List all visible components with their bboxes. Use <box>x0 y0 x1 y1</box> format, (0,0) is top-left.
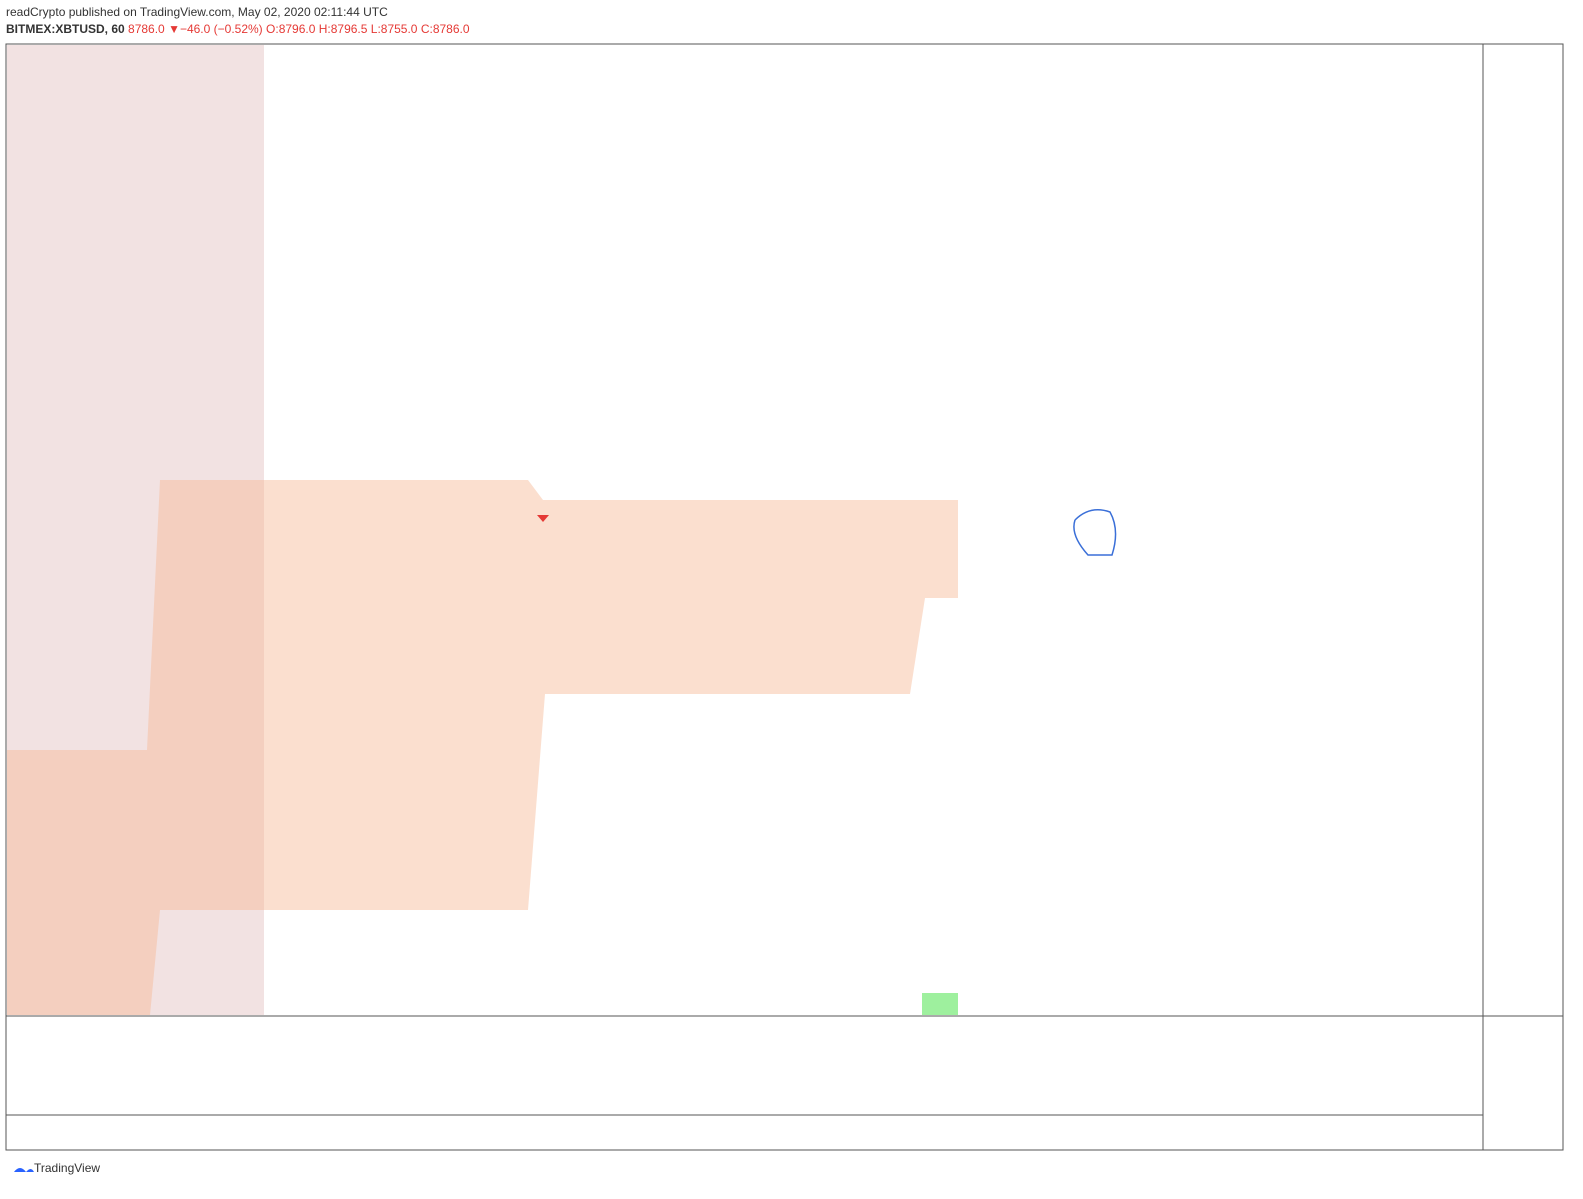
circle-annotation <box>1073 509 1117 556</box>
publisher: readCrypto published on TradingView.com,… <box>6 5 388 19</box>
ohlc: O:8796.0 H:8796.5 L:8755.0 C:8786.0 <box>266 22 470 36</box>
arrow-marker <box>537 515 549 522</box>
change: ▼−46.0 (−0.52%) <box>168 22 263 36</box>
green-box <box>922 993 958 1015</box>
cloud <box>7 480 958 1015</box>
symbol: BITMEX:XBTUSD, 60 <box>6 22 125 36</box>
last: 8786.0 <box>128 22 165 36</box>
footer: TradingView <box>34 1161 100 1175</box>
logo <box>14 1168 34 1172</box>
symbol-bar: BITMEX:XBTUSD, 60 8786.0 ▼−46.0 (−0.52%)… <box>6 22 470 36</box>
frame <box>5 43 1564 1151</box>
background <box>7 45 958 1015</box>
shade <box>7 45 264 1015</box>
